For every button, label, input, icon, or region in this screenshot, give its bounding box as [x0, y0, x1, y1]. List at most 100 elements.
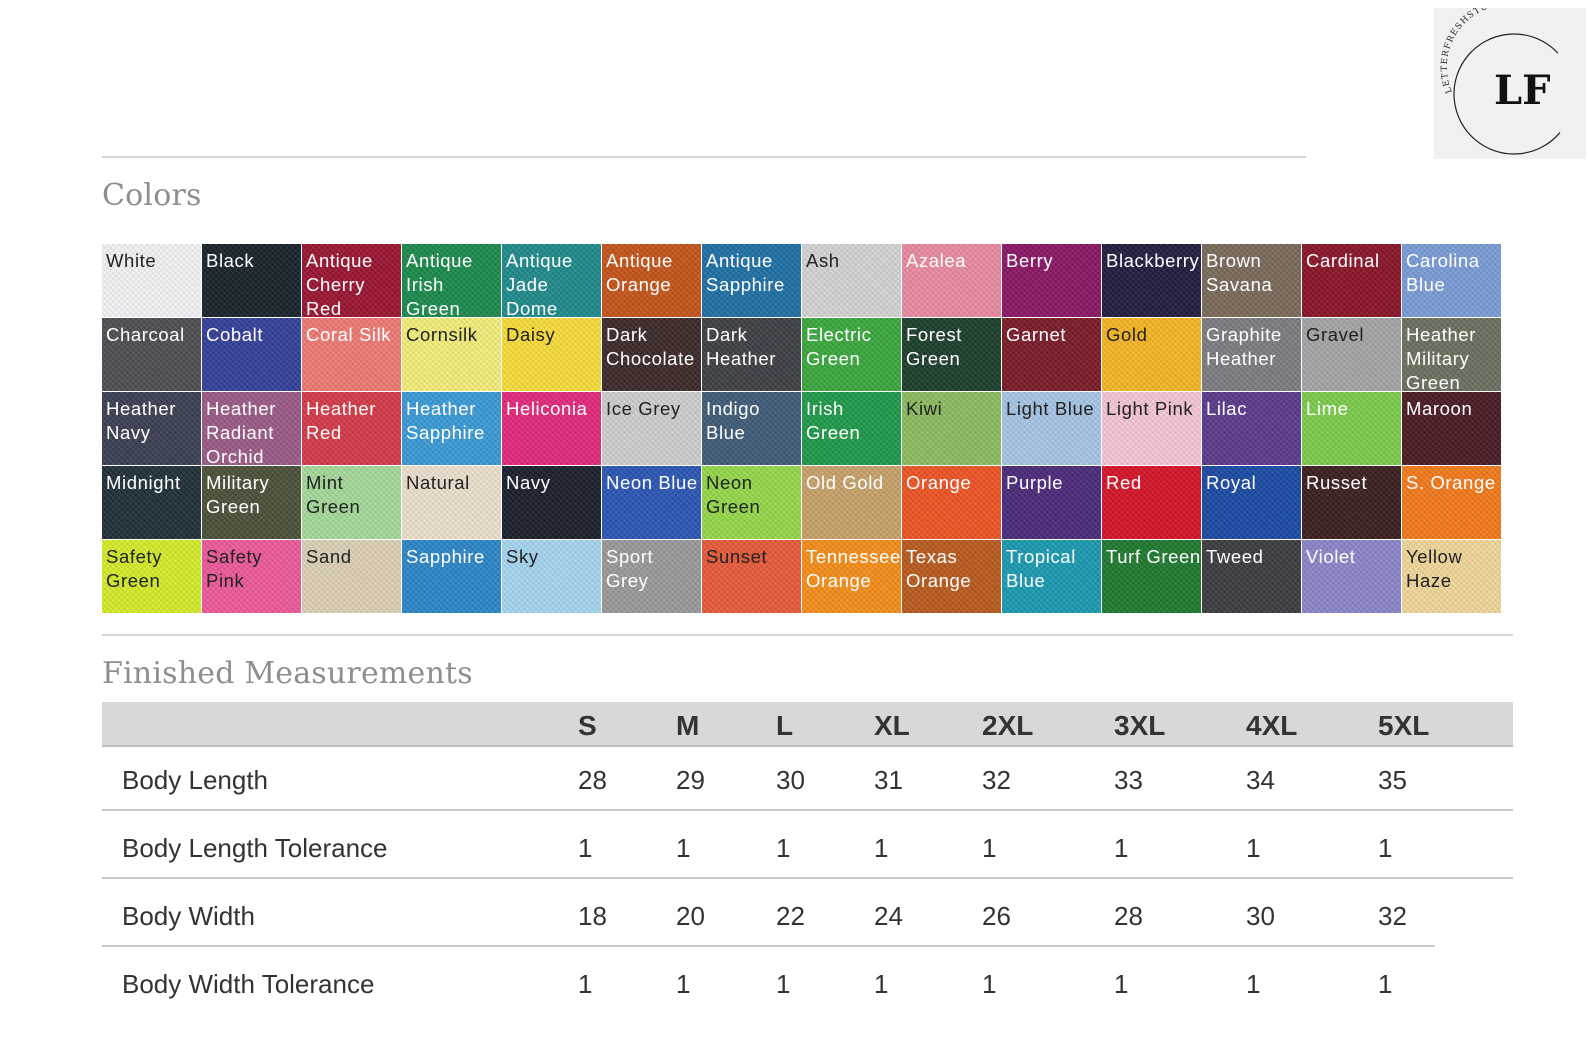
measurement-value: 32	[1378, 901, 1407, 931]
color-swatch: Cornsilk	[402, 318, 501, 391]
size-column-header: S	[578, 710, 597, 741]
color-swatch-label: Berry	[1006, 250, 1054, 271]
size-column-header: XL	[874, 710, 910, 741]
measurement-row: Body Length Tolerance 1 1 1 1 1 1 1 1	[102, 814, 1513, 882]
color-swatch-label: Old Gold	[806, 472, 884, 493]
color-swatch: Old Gold	[802, 466, 901, 539]
color-swatch: Lilac	[1202, 392, 1301, 465]
color-swatch: Heather Radiant Orchid	[202, 392, 301, 465]
color-swatch-label: Yellow Haze	[1406, 546, 1463, 591]
color-swatch: Tweed	[1202, 540, 1301, 613]
color-swatch: Neon Blue	[602, 466, 701, 539]
color-swatch: Daisy	[502, 318, 601, 391]
size-column-header: 3XL	[1114, 710, 1166, 741]
color-swatch: Dark Chocolate	[602, 318, 701, 391]
color-swatch-label: Dark Chocolate	[606, 324, 695, 369]
color-swatch-label: Antique Irish Green	[406, 250, 473, 317]
measurement-value: 1	[982, 833, 997, 863]
color-swatch: Royal	[1202, 466, 1301, 539]
color-swatch-label: Heather Navy	[106, 398, 177, 443]
color-swatch: Antique Jade Dome	[502, 244, 601, 317]
color-swatch-label: Daisy	[506, 324, 556, 345]
color-swatch-label: Royal	[1206, 472, 1257, 493]
color-swatch-label: Graphite Heather	[1206, 324, 1282, 369]
measurement-value: 29	[676, 765, 705, 795]
color-swatch: Ash	[802, 244, 901, 317]
colors-heading: Colors	[102, 178, 202, 213]
color-swatch: Sunset	[702, 540, 801, 613]
measurement-label: Body Length Tolerance	[122, 833, 388, 863]
color-swatch: Carolina Blue	[1402, 244, 1501, 317]
color-swatch: Neon Green	[702, 466, 801, 539]
color-swatch-label: Coral Silk	[306, 324, 392, 345]
measurement-row: Body Width 18 20 22 24 26 28 30 32	[102, 882, 1513, 950]
color-swatch: Irish Green	[802, 392, 901, 465]
color-swatch-label: Dark Heather	[706, 324, 777, 369]
measurement-value: 1	[676, 833, 691, 863]
color-swatch: Safety Pink	[202, 540, 301, 613]
color-swatch-label: Light Pink	[1106, 398, 1194, 419]
color-swatch: Russet	[1302, 466, 1401, 539]
measurement-value: 1	[776, 833, 791, 863]
measurement-value: 31	[874, 765, 903, 795]
measurement-value: 1	[776, 969, 791, 999]
color-swatch: Ice Grey	[602, 392, 701, 465]
measurement-row: Body Width Tolerance 1 1 1 1 1 1 1 1	[102, 950, 1513, 1018]
color-swatch: Heather Navy	[102, 392, 201, 465]
color-swatch: Sand	[302, 540, 401, 613]
color-swatch: Navy	[502, 466, 601, 539]
color-swatch: Mint Green	[302, 466, 401, 539]
color-swatch-label: Cornsilk	[406, 324, 478, 345]
color-swatch: Berry	[1002, 244, 1101, 317]
size-column-header: 5XL	[1378, 710, 1430, 741]
color-swatch-label: Azalea	[906, 250, 967, 271]
section-divider	[102, 634, 1513, 636]
color-swatch-label: Tennessee Orange	[806, 546, 901, 591]
size-column-header: L	[776, 710, 794, 741]
color-swatch: Violet	[1302, 540, 1401, 613]
color-swatch-label: Ash	[806, 250, 840, 271]
measurement-value: 30	[776, 765, 805, 795]
color-swatch: Yellow Haze	[1402, 540, 1501, 613]
color-swatch: Lime	[1302, 392, 1401, 465]
top-divider	[102, 156, 1306, 158]
color-swatch-label: Heather Red	[306, 398, 377, 443]
color-swatch: Tropical Blue	[1002, 540, 1101, 613]
color-swatch: Military Green	[202, 466, 301, 539]
color-swatch-label: Brown Savana	[1206, 250, 1273, 295]
color-swatch-label: Safety Pink	[206, 546, 263, 591]
color-swatch-label: Black	[206, 250, 255, 271]
measurement-value: 1	[578, 969, 593, 999]
color-swatch: Brown Savana	[1202, 244, 1301, 317]
color-swatch: Forest Green	[902, 318, 1001, 391]
color-swatch: Sapphire	[402, 540, 501, 613]
color-swatch: Heather Military Green	[1402, 318, 1501, 391]
color-swatch-label: Neon Green	[706, 472, 761, 517]
color-swatch-label: Antique Cherry Red	[306, 250, 373, 317]
color-swatch-label: Midnight	[106, 472, 181, 493]
color-swatch: Antique Orange	[602, 244, 701, 317]
color-swatch: Orange	[902, 466, 1001, 539]
size-column-header: 2XL	[982, 710, 1034, 741]
color-swatch: Midnight	[102, 466, 201, 539]
measurement-value: 1	[676, 969, 691, 999]
color-swatch-label: Kiwi	[906, 398, 943, 419]
color-swatch: Light Pink	[1102, 392, 1201, 465]
measurement-value: 1	[874, 969, 889, 999]
color-swatch: Tennessee Orange	[802, 540, 901, 613]
measurement-row: Body Length 28 29 30 31 32 33 34 35	[102, 746, 1513, 814]
color-swatch: Heliconia	[502, 392, 601, 465]
color-swatch: Antique Sapphire	[702, 244, 801, 317]
color-swatch-label: Sunset	[706, 546, 768, 567]
measurement-value: 22	[776, 901, 805, 931]
measurement-label: Body Width	[122, 901, 255, 931]
color-swatch: Maroon	[1402, 392, 1501, 465]
measurement-value: 1	[1114, 833, 1129, 863]
color-swatch-label: Charcoal	[106, 324, 185, 345]
color-swatch: Gold	[1102, 318, 1201, 391]
color-swatch-label: Antique Jade Dome	[506, 250, 573, 317]
color-swatch-label: Red	[1106, 472, 1142, 493]
measurement-label: Body Width Tolerance	[122, 969, 375, 999]
color-swatch: Cardinal	[1302, 244, 1401, 317]
measurement-value: 30	[1246, 901, 1275, 931]
